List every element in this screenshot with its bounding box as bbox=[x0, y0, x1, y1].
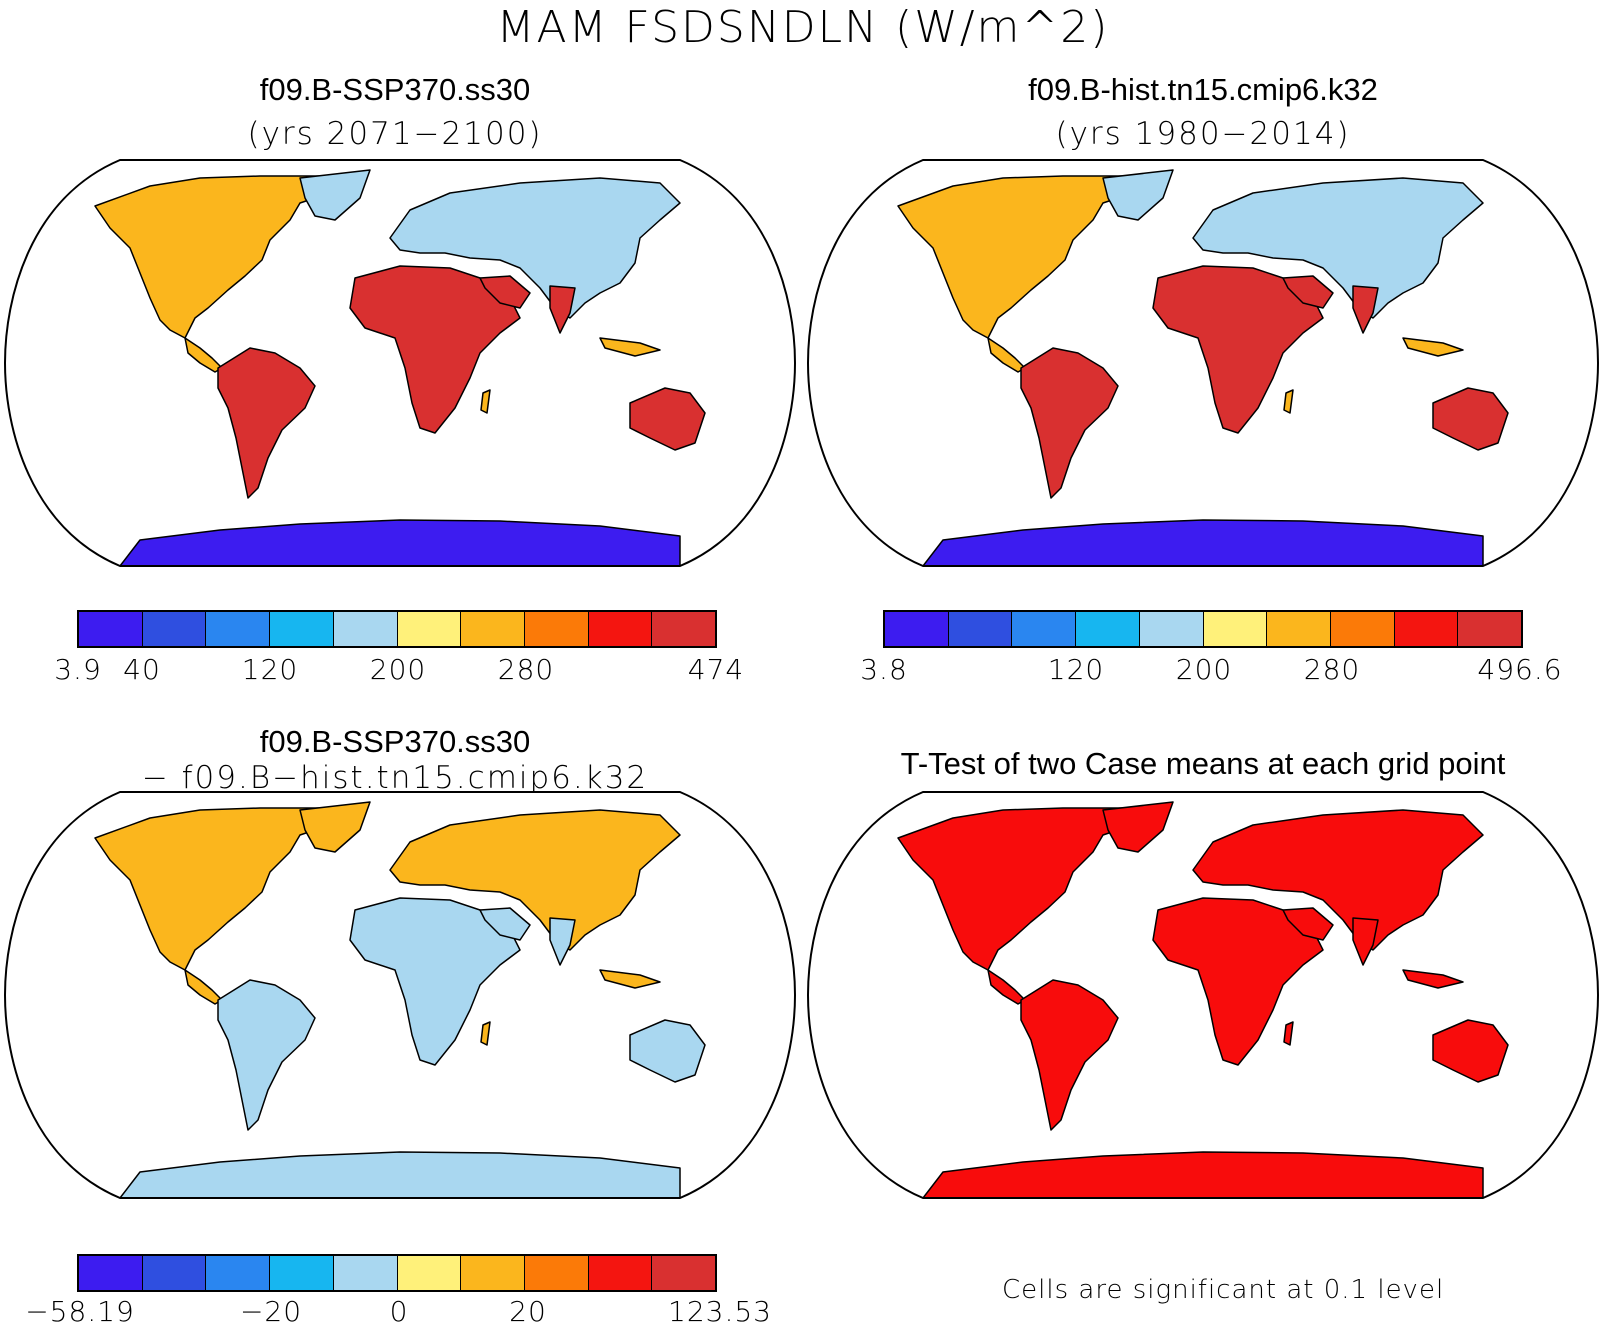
colorbar-hist-tick: 120 bbox=[1048, 653, 1104, 686]
colorbar-swatch bbox=[334, 612, 398, 646]
colorbar-swatch bbox=[143, 1256, 207, 1290]
colorbar-ssp370-tick: 40 bbox=[123, 653, 161, 686]
panel-ttest-title: T-Test of two Case means at each grid po… bbox=[803, 746, 1603, 782]
colorbar-diff bbox=[77, 1254, 717, 1292]
map-ttest bbox=[803, 790, 1603, 1200]
colorbar-swatch bbox=[398, 1256, 462, 1290]
colorbar-swatch bbox=[206, 612, 270, 646]
colorbar-diff-tick: 20 bbox=[509, 1295, 547, 1328]
colorbar-ssp370-tick: 3.9 bbox=[54, 653, 102, 686]
colorbar-swatch bbox=[143, 612, 207, 646]
colorbar-swatch bbox=[589, 1256, 653, 1290]
colorbar-swatch bbox=[1331, 612, 1395, 646]
colorbar-swatch bbox=[79, 612, 143, 646]
colorbar-diff-tick: −20 bbox=[240, 1295, 302, 1328]
panel-diff-title: f09.B-SSP370.ss30 bbox=[0, 724, 790, 760]
colorbar-hist-tick: 200 bbox=[1176, 653, 1232, 686]
colorbar-swatch bbox=[525, 612, 589, 646]
colorbar-swatch bbox=[1458, 612, 1521, 646]
colorbar-swatch bbox=[461, 1256, 525, 1290]
colorbar-diff-tick: 123.53 bbox=[668, 1295, 772, 1328]
colorbar-swatch bbox=[398, 612, 462, 646]
colorbar-swatch bbox=[1140, 612, 1204, 646]
colorbar-diff-tick: 0 bbox=[390, 1295, 409, 1328]
colorbar-swatch bbox=[461, 612, 525, 646]
colorbar-swatch bbox=[1204, 612, 1268, 646]
colorbar-ssp370-tick: 280 bbox=[498, 653, 554, 686]
colorbar-ssp370-tick: 474 bbox=[688, 653, 744, 686]
panel-ssp370-title: f09.B-SSP370.ss30 bbox=[0, 72, 790, 108]
colorbar-swatch bbox=[1012, 612, 1076, 646]
colorbar-swatch bbox=[525, 1256, 589, 1290]
colorbar-swatch bbox=[270, 1256, 334, 1290]
panel-hist-title: f09.B-hist.tn15.cmip6.k32 bbox=[803, 72, 1603, 108]
panel-ssp370-subtitle: (yrs 2071−2100) bbox=[0, 116, 790, 152]
map-diff bbox=[0, 790, 800, 1200]
map-hist bbox=[803, 158, 1603, 568]
colorbar-swatch bbox=[652, 612, 715, 646]
colorbar-swatch bbox=[589, 612, 653, 646]
map-ssp370 bbox=[0, 158, 800, 568]
colorbar-ssp370-tick: 120 bbox=[242, 653, 298, 686]
colorbar-swatch bbox=[270, 612, 334, 646]
colorbar-swatch bbox=[885, 612, 949, 646]
colorbar-hist-tick: 3.8 bbox=[860, 653, 908, 686]
colorbar-hist bbox=[883, 610, 1523, 648]
colorbar-swatch bbox=[206, 1256, 270, 1290]
colorbar-hist-tick: 496.6 bbox=[1477, 653, 1562, 686]
figure-title: MAM FSDSNDLN (W/m^2) bbox=[0, 2, 1606, 53]
colorbar-hist-tick: 280 bbox=[1304, 653, 1360, 686]
colorbar-swatch bbox=[334, 1256, 398, 1290]
colorbar-swatch bbox=[79, 1256, 143, 1290]
panel-hist-subtitle: (yrs 1980−2014) bbox=[803, 116, 1603, 152]
colorbar-swatch bbox=[1267, 612, 1331, 646]
colorbar-swatch bbox=[949, 612, 1013, 646]
significance-note: Cells are significant at 0.1 level bbox=[1002, 1275, 1444, 1305]
colorbar-swatch bbox=[1076, 612, 1140, 646]
colorbar-swatch bbox=[652, 1256, 715, 1290]
colorbar-swatch bbox=[1395, 612, 1459, 646]
colorbar-ssp370 bbox=[77, 610, 717, 648]
colorbar-diff-tick: −58.19 bbox=[25, 1295, 135, 1328]
colorbar-ssp370-tick: 200 bbox=[370, 653, 426, 686]
